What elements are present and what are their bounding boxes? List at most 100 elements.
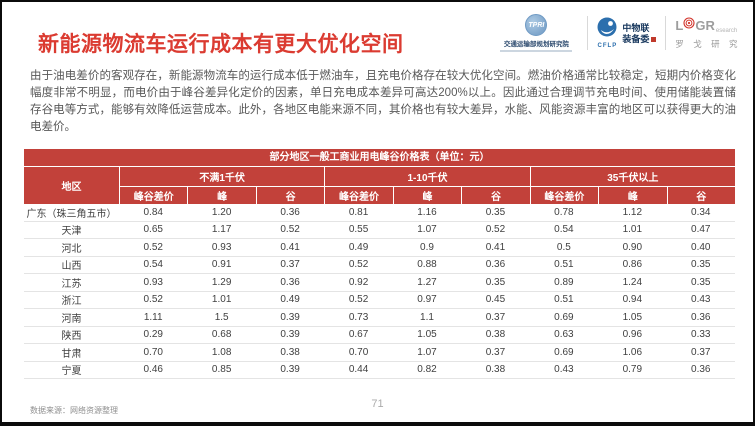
column-group-1to10kv: 1-10千伏 [325,167,530,186]
value-cell: 0.35 [691,276,711,288]
value-cell: 0.81 [348,206,369,218]
logr-letter-l: L [675,17,684,33]
logo-divider [587,16,589,50]
value-cell: 0.35 [691,259,711,271]
value-cell: 0.36 [485,259,506,271]
value-cell: 0.37 [280,259,300,271]
logr-suffix: esearch [715,28,738,34]
value-cell: 1.29 [211,276,232,288]
red-seal-icon [651,36,657,42]
value-cell: 0.54 [143,259,163,271]
value-cell: 0.91 [211,259,232,271]
sub-header: 峰谷差价 [325,187,393,204]
value-cell: 1.05 [622,311,643,323]
value-cell: 0.89 [554,276,574,288]
table-row: 宁夏 0.46 0.85 0.39 0.44 0.82 0.38 0.43 0.79 0.36 [24,361,735,379]
region-cell: 山西 [61,261,82,273]
cflp-logo-line2: 装备委 [622,34,657,44]
column-group-over35kv: 35千伏以上 [530,167,735,186]
value-cell: 0.43 [554,364,574,376]
value-cell: 1.17 [211,224,232,236]
price-table: 部分地区一般工商业用电峰谷价格表（单位：元） 地区 不满1千伏 1-10千伏 3… [24,149,735,379]
value-cell: 0.86 [622,259,643,271]
tpri-logo-name: 交通运输部规划研究院 [503,41,569,48]
value-cell: 1.12 [622,206,643,218]
region-cell: 河南 [61,313,82,325]
value-cell: 0.35 [485,276,506,288]
value-cell: 0.52 [280,224,300,236]
value-cell: 0.36 [280,206,300,218]
table-row: 江苏 0.93 1.29 0.36 0.92 1.27 0.35 0.89 1.24 0.35 [24,274,735,292]
value-cell: 0.40 [691,241,711,253]
table-row: 广东（珠三角五市） 0.84 1.20 0.36 0.81 1.16 0.35 0.78 1.1… [24,204,735,222]
region-cell: 浙江 [61,296,82,308]
value-cell: 0.63 [554,329,574,341]
value-cell: 0.37 [691,346,711,358]
tpri-logo: TPRI 交通运输部规划研究院 [494,14,578,52]
source-note: 数据来源：网络资源整理 [30,406,118,415]
sub-header: 谷 [462,187,530,204]
cflp-logo-line1: 中物联 [622,22,650,33]
table-row: 浙江 0.52 1.01 0.49 0.52 0.97 0.45 0.51 0.94 0.43 [24,291,735,309]
value-cell: 0.52 [143,241,163,253]
value-cell: 0.41 [485,241,506,253]
region-cell: 宁夏 [61,366,82,378]
region-cell: 天津 [61,226,82,238]
table-row: 天津 0.65 1.17 0.52 0.55 1.07 0.52 0.54 1.01 0.47 [24,221,735,239]
value-cell: 1.11 [143,311,163,323]
region-cell: 陕西 [61,331,82,343]
value-cell: 0.52 [143,294,163,306]
value-cell: 0.67 [348,329,369,341]
table-row: 甘肃 0.70 1.08 0.38 0.70 1.07 0.37 0.69 1.06 0.37 [24,344,735,362]
value-cell: 0.93 [143,276,163,288]
value-cell: 0.70 [143,346,163,358]
target-icon [683,16,695,34]
table-row: 陕西 0.29 0.68 0.39 0.67 1.05 0.38 0.63 0.96 0.33 [24,326,735,344]
logr-logo-cn: 罗 戈 研 究 [675,39,741,49]
value-cell: 0.85 [211,364,232,376]
value-cell: 0.36 [280,276,300,288]
value-cell: 0.29 [143,329,163,341]
sub-header: 谷 [667,187,735,204]
value-cell: 0.47 [691,224,711,236]
value-cell: 0.44 [348,364,369,376]
value-cell: 0.97 [417,294,437,306]
value-cell: 0.55 [348,224,369,236]
value-cell: 1.05 [417,329,437,341]
value-cell: 0.45 [485,294,506,306]
page-title: 新能源物流车运行成本有更大优化空间 [38,33,404,56]
value-cell: 0.39 [280,329,300,341]
value-cell: 0.35 [485,206,506,218]
value-cell: 0.79 [622,364,643,376]
value-cell: 0.69 [554,346,574,358]
value-cell: 1.06 [622,346,643,358]
value-cell: 0.36 [691,311,711,323]
table-row: 河南 1.11 1.5 0.39 0.73 1.1 0.37 0.69 1.05 0.36 [24,309,735,327]
value-cell: 1.07 [417,224,437,236]
value-cell: 0.39 [280,364,300,376]
value-cell: 0.78 [554,206,574,218]
cflp-crescent-icon [597,17,617,42]
logr-logo: L GR esearch 罗 戈 研 究 [675,16,741,50]
value-cell: 0.65 [143,224,163,236]
value-cell: 0.41 [280,241,300,253]
sub-header: 谷 [256,187,325,204]
logo-strip: TPRI 交通运输部规划研究院 CFLP 中物联 装备委 [494,14,741,52]
column-group-under1kv: 不满1千伏 [120,167,325,186]
value-cell: 0.43 [691,294,711,306]
value-cell: 0.92 [348,276,369,288]
value-cell: 1.08 [211,346,232,358]
value-cell: 0.52 [348,259,369,271]
value-cell: 0.38 [280,346,300,358]
value-cell: 0.51 [554,294,574,306]
sub-header: 峰 [188,187,256,204]
value-cell: 0.49 [348,241,369,253]
value-cell: 1.24 [622,276,643,288]
value-cell: 0.70 [348,346,369,358]
value-cell: 0.68 [211,329,232,341]
value-cell: 1.16 [417,206,437,218]
value-cell: 0.36 [691,364,711,376]
value-cell: 1.5 [214,311,229,323]
table-row: 山西 0.54 0.91 0.37 0.52 0.88 0.36 0.51 0.86 0.35 [24,256,735,274]
